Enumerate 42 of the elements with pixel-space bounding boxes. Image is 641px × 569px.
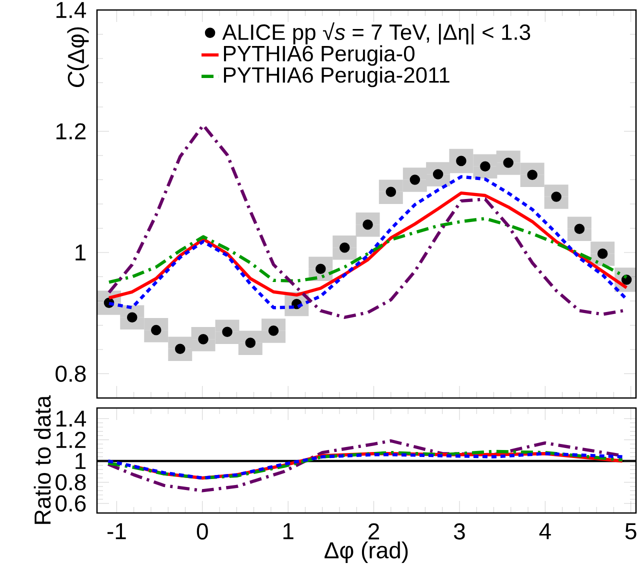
- point: [597, 248, 608, 259]
- x-tick-label: 0: [196, 523, 208, 540]
- point: [245, 338, 256, 348]
- point: [126, 312, 138, 323]
- point: [222, 326, 232, 338]
- legend-label: PYTHIA6 Perugia-0: [224, 45, 414, 66]
- y-tick-label: 1.2: [56, 123, 86, 140]
- point: [410, 174, 420, 185]
- x-tick-label: 3: [454, 523, 465, 540]
- point: [386, 186, 396, 198]
- point: [268, 326, 279, 336]
- y-tick-label: 1.4: [56, 2, 86, 18]
- point: [432, 169, 444, 180]
- y-tick-label: 1: [76, 244, 86, 260]
- x-tick-label: -1: [108, 523, 126, 540]
- point: [574, 224, 585, 234]
- legend-label: ALICE pp √s = 7 TeV, |Δη| < 1.3: [222, 22, 530, 44]
- point: [503, 158, 514, 168]
- point: [480, 161, 490, 172]
- x-tick-label: 5: [625, 523, 636, 540]
- point: [150, 324, 162, 336]
- point: [362, 219, 373, 230]
- x-tick-label: 4: [539, 523, 551, 540]
- y-tick-label: 1: [76, 453, 86, 469]
- point: [527, 170, 538, 180]
- y-tick-label: 1.2: [56, 432, 86, 448]
- point: [551, 192, 562, 202]
- point: [198, 334, 208, 344]
- point: [316, 264, 326, 274]
- y-tick-label: 1.4: [56, 410, 86, 427]
- point: [340, 242, 350, 253]
- legend-label: PYTHIA6 Perugia-2011: [224, 66, 450, 88]
- point: [174, 344, 186, 354]
- y-axis-title: Ratio to data: [34, 395, 51, 524]
- point: [456, 156, 466, 166]
- y-tick-label: 0.8: [56, 474, 86, 490]
- x-tick-label: 2: [368, 523, 380, 540]
- y-tick-label: 0.6: [56, 495, 86, 512]
- x-axis-title: Δφ (rad): [324, 542, 408, 563]
- x-tick-label: 1: [283, 523, 294, 540]
- y-tick-label: 0.8: [56, 366, 86, 382]
- y-axis-title: C(Δφ): [67, 27, 89, 88]
